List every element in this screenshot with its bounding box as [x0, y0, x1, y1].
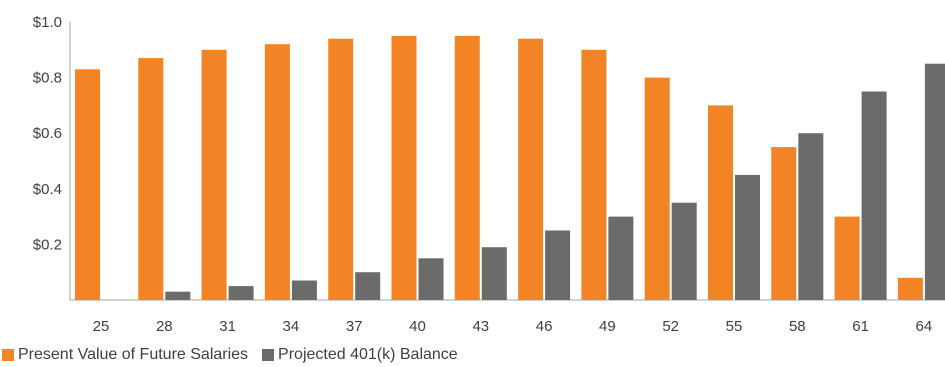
- x-tick-label: 43: [472, 318, 489, 335]
- x-tick-label: 31: [219, 318, 236, 335]
- balance-bar-34: [291, 280, 317, 300]
- balance-bar-43: [481, 247, 507, 300]
- salary-bar-64: [897, 277, 923, 300]
- legend: Present Value of Future Salaries Project…: [2, 346, 458, 364]
- x-tick-labels: 25 28 31 34 37 40 43 46 49 52 55 58 61 64: [93, 318, 933, 335]
- x-tick-label: 34: [283, 318, 300, 335]
- salary-bar-52: [644, 77, 670, 300]
- x-tick-label: 58: [789, 318, 806, 335]
- salary-bar-25: [75, 69, 100, 300]
- balance-bar-40: [418, 258, 444, 300]
- balance-bar-31: [228, 286, 254, 300]
- x-tick-label: 49: [599, 318, 616, 335]
- salary-bar-46: [518, 38, 544, 300]
- x-tick-label: 37: [346, 318, 363, 335]
- x-tick-label: 28: [156, 318, 173, 335]
- x-tick-label: 61: [852, 318, 869, 335]
- legend-label-401k: Projected 401(k) Balance: [278, 346, 458, 363]
- y-tick-labels: $0.2 $0.4 $0.6 $0.8 $1.0: [33, 14, 62, 253]
- salary-bar-49: [581, 49, 607, 300]
- balance-bar-37: [355, 272, 381, 300]
- y-tick-label: $0.6: [33, 125, 62, 142]
- salary-bar-58: [771, 147, 797, 300]
- balance-bar-46: [545, 230, 571, 300]
- y-tick-label: $1.0: [33, 14, 62, 31]
- balance-bar-28: [165, 291, 191, 300]
- salary-bar-40: [391, 35, 417, 301]
- balance-bar-52: [671, 202, 697, 300]
- salary-bar-43: [454, 35, 480, 301]
- x-tick-label: 52: [662, 318, 679, 335]
- legend-label-salaries: Present Value of Future Salaries: [18, 346, 249, 363]
- salary-bar-55: [708, 105, 733, 301]
- balance-bar-58: [798, 133, 824, 300]
- salary-bar-61: [834, 216, 860, 300]
- x-tick-label: 40: [409, 318, 426, 335]
- balance-bar-55: [735, 174, 760, 300]
- legend-swatch-401k: [262, 349, 275, 361]
- legend-swatch-salaries: [2, 349, 14, 361]
- x-tick-label: 55: [726, 318, 743, 335]
- y-tick-label: $0.2: [33, 236, 62, 253]
- legend-item-401k: Projected 401(k) Balance: [262, 346, 458, 364]
- x-tick-label: 64: [916, 318, 933, 335]
- x-tick-label: 46: [536, 318, 553, 335]
- salary-bar-28: [138, 58, 164, 300]
- salary-bar-34: [264, 44, 290, 301]
- balance-bar-64: [924, 63, 945, 301]
- legend-item-salaries: Present Value of Future Salaries: [2, 346, 248, 364]
- salary-bar-37: [328, 38, 354, 300]
- salary-bar-31: [201, 49, 227, 300]
- y-tick-label: $0.4: [33, 181, 62, 198]
- x-tick-label: 25: [93, 318, 110, 335]
- balance-bar-61: [861, 91, 887, 300]
- bars: [75, 35, 945, 301]
- y-tick-label: $0.8: [33, 70, 62, 87]
- balance-bar-49: [608, 216, 634, 300]
